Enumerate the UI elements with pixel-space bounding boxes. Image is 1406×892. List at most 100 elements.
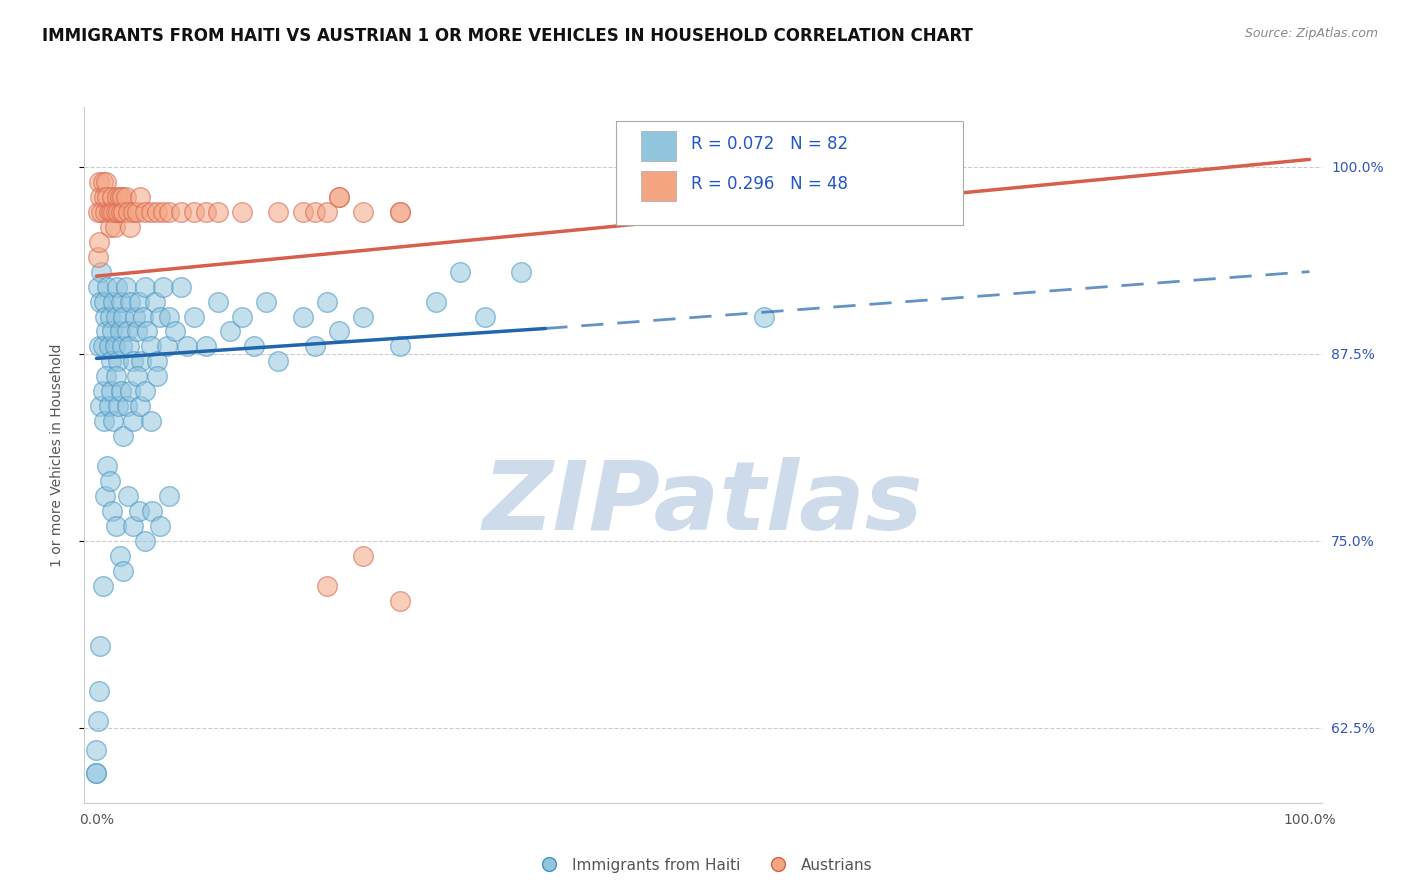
Point bbox=[111, 190, 134, 204]
Point bbox=[316, 294, 339, 309]
Point bbox=[176, 339, 198, 353]
Bar bbox=[641, 131, 676, 161]
Point bbox=[231, 310, 253, 324]
Point bbox=[328, 325, 350, 339]
Point bbox=[89, 294, 111, 309]
Point bbox=[111, 339, 134, 353]
Point bbox=[128, 294, 150, 309]
Point bbox=[98, 219, 121, 234]
Point bbox=[89, 190, 111, 204]
Point bbox=[110, 204, 132, 219]
Point bbox=[152, 204, 174, 219]
Point bbox=[118, 339, 141, 353]
Point bbox=[96, 369, 118, 384]
Point bbox=[114, 190, 136, 204]
Point bbox=[122, 204, 145, 219]
Text: Source: ZipAtlas.com: Source: ZipAtlas.com bbox=[1244, 27, 1378, 40]
Point bbox=[86, 250, 108, 264]
Point bbox=[104, 219, 127, 234]
Point bbox=[388, 204, 411, 219]
Point bbox=[104, 204, 127, 219]
Point bbox=[291, 204, 314, 219]
Point bbox=[93, 414, 115, 428]
Point bbox=[207, 204, 229, 219]
Point bbox=[107, 204, 129, 219]
Point bbox=[96, 279, 118, 293]
Point bbox=[316, 579, 339, 593]
Point bbox=[136, 325, 159, 339]
Point bbox=[148, 310, 170, 324]
Point bbox=[112, 204, 135, 219]
Point bbox=[115, 399, 138, 413]
Point bbox=[134, 279, 156, 293]
Point bbox=[86, 714, 108, 728]
Point bbox=[120, 219, 142, 234]
Point bbox=[87, 339, 110, 353]
Point bbox=[120, 384, 142, 399]
Point bbox=[129, 190, 152, 204]
Point bbox=[139, 204, 162, 219]
Point bbox=[87, 175, 110, 189]
Point bbox=[219, 325, 242, 339]
Point bbox=[129, 399, 152, 413]
Point bbox=[328, 190, 350, 204]
Point bbox=[170, 279, 193, 293]
Point bbox=[90, 265, 112, 279]
Point bbox=[96, 325, 118, 339]
Point bbox=[388, 204, 411, 219]
Point bbox=[94, 489, 117, 503]
Point bbox=[94, 310, 117, 324]
Point bbox=[112, 429, 135, 443]
Point bbox=[91, 175, 114, 189]
Point bbox=[105, 279, 128, 293]
Point bbox=[117, 204, 139, 219]
Point bbox=[157, 489, 180, 503]
Point bbox=[100, 384, 122, 399]
Point bbox=[107, 354, 129, 368]
Point bbox=[100, 354, 122, 368]
Point bbox=[122, 519, 145, 533]
Point bbox=[352, 549, 374, 563]
Point bbox=[194, 204, 217, 219]
Point bbox=[104, 339, 127, 353]
Point bbox=[86, 765, 108, 780]
Point bbox=[352, 204, 374, 219]
Point bbox=[90, 204, 112, 219]
Point bbox=[96, 190, 118, 204]
Point bbox=[103, 204, 125, 219]
Point bbox=[101, 325, 124, 339]
Point bbox=[103, 294, 125, 309]
Point bbox=[96, 459, 118, 474]
Point bbox=[112, 564, 135, 578]
Point bbox=[152, 279, 174, 293]
Point bbox=[97, 204, 120, 219]
Point bbox=[91, 579, 114, 593]
Point bbox=[104, 310, 127, 324]
Point bbox=[93, 190, 115, 204]
Point bbox=[87, 683, 110, 698]
Point bbox=[122, 414, 145, 428]
Point bbox=[86, 279, 108, 293]
Point bbox=[388, 594, 411, 608]
Point bbox=[474, 310, 496, 324]
Point bbox=[94, 204, 117, 219]
Point bbox=[125, 369, 148, 384]
Point bbox=[97, 339, 120, 353]
Y-axis label: 1 or more Vehicles in Household: 1 or more Vehicles in Household bbox=[49, 343, 63, 566]
Point bbox=[97, 399, 120, 413]
Point bbox=[125, 325, 148, 339]
Point bbox=[134, 384, 156, 399]
Text: ZIPatlas: ZIPatlas bbox=[482, 457, 924, 550]
FancyBboxPatch shape bbox=[616, 121, 963, 226]
Point bbox=[254, 294, 277, 309]
Point bbox=[89, 639, 111, 653]
Point bbox=[165, 325, 187, 339]
Point bbox=[112, 310, 135, 324]
Point bbox=[93, 294, 115, 309]
Point bbox=[115, 325, 138, 339]
Point bbox=[122, 354, 145, 368]
Point bbox=[117, 489, 139, 503]
Point bbox=[110, 384, 132, 399]
Point bbox=[114, 279, 136, 293]
Point bbox=[291, 310, 314, 324]
